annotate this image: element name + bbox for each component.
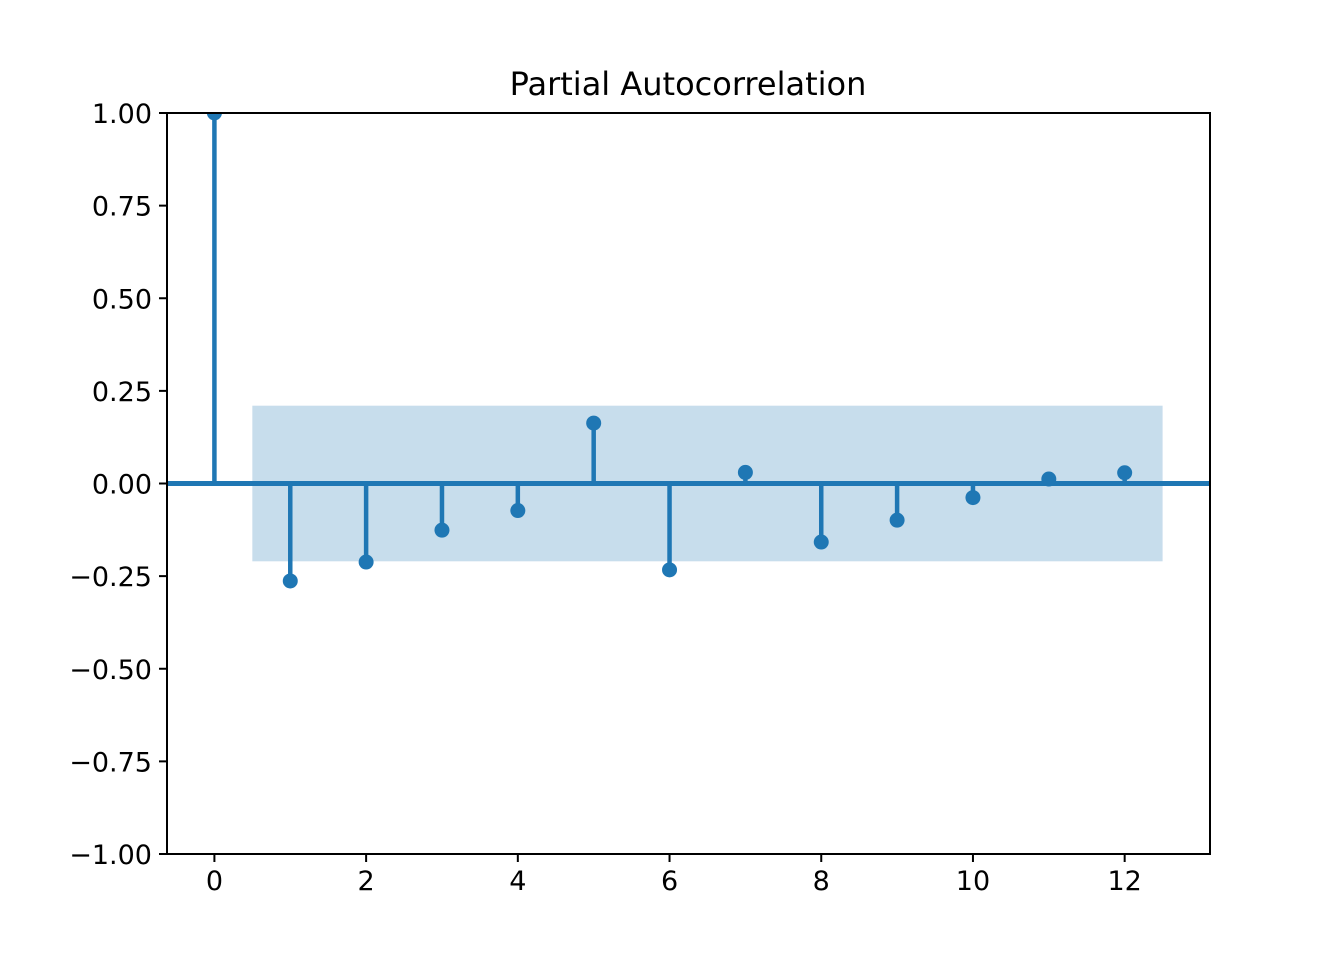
marker-lag-4 [510, 503, 526, 519]
marker-lag-8 [813, 534, 829, 550]
x-tick-label: 0 [206, 866, 223, 897]
y-tick-label: 0.00 [92, 470, 152, 501]
stem-series [206, 113, 1133, 589]
x-tick-label: 12 [1107, 866, 1141, 897]
marker-lag-3 [434, 522, 450, 538]
marker-lag-9 [889, 512, 905, 528]
marker-lag-10 [965, 490, 981, 506]
y-tick-label: −0.50 [69, 655, 152, 686]
y-tick-label: 0.25 [92, 377, 152, 408]
y-tick-label: −0.25 [69, 562, 152, 593]
y-tick-label: 1.00 [92, 99, 152, 130]
y-tick-label: −0.75 [69, 747, 152, 778]
x-tick-label: 8 [813, 866, 830, 897]
x-tick-label: 6 [661, 866, 678, 897]
chart-title: Partial Autocorrelation [510, 65, 867, 103]
marker-lag-7 [737, 464, 753, 480]
y-tick-label: 0.75 [92, 192, 152, 223]
marker-lag-2 [358, 554, 374, 570]
marker-lag-5 [586, 415, 602, 431]
marker-lag-0 [206, 113, 222, 121]
x-tick-label: 10 [956, 866, 990, 897]
x-tick-label: 4 [509, 866, 526, 897]
y-tick-label: −1.00 [69, 840, 152, 871]
y-tick-label: 0.50 [92, 284, 152, 315]
marker-lag-12 [1117, 465, 1133, 481]
marker-lag-1 [282, 573, 298, 589]
marker-lag-11 [1041, 471, 1057, 487]
marker-lag-6 [662, 562, 678, 578]
x-tick-label: 2 [358, 866, 375, 897]
